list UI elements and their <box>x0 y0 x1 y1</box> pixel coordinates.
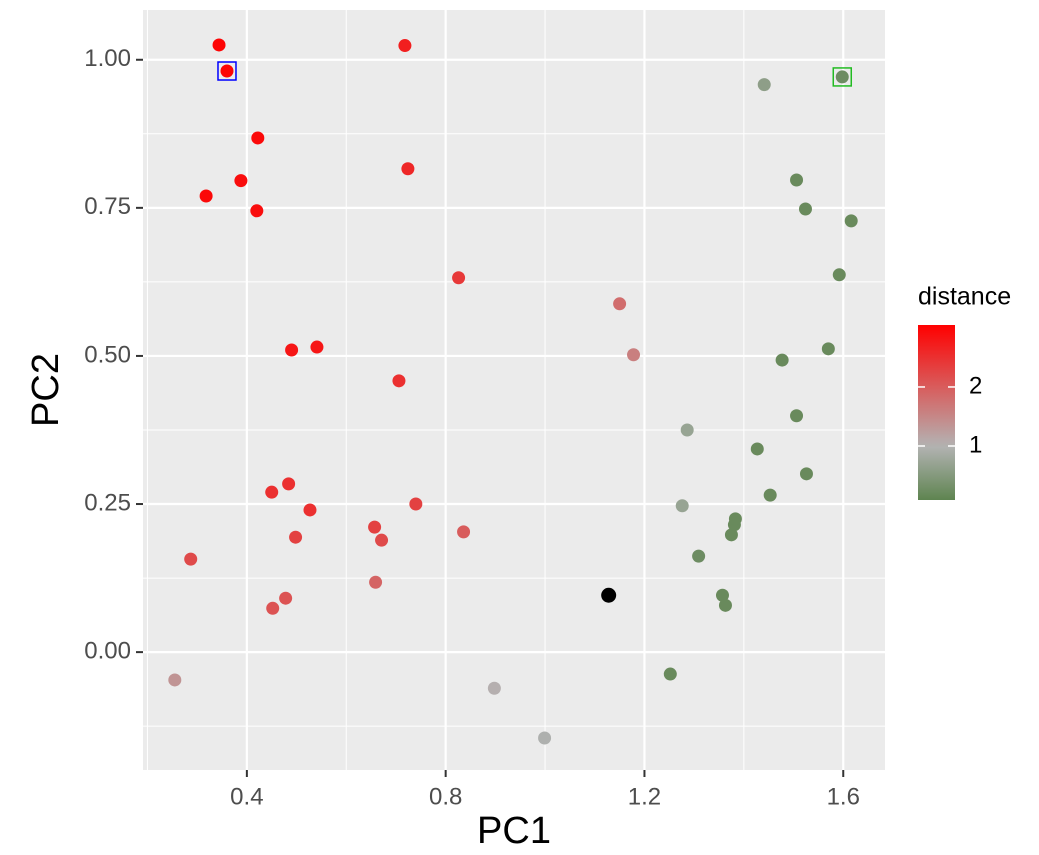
point <box>457 525 471 539</box>
point <box>680 423 694 437</box>
point <box>487 681 501 695</box>
point <box>303 503 317 517</box>
colorbar-label: 1 <box>969 431 982 458</box>
point <box>663 667 677 681</box>
point <box>279 591 293 605</box>
y-tick-label: 0.50 <box>84 341 131 368</box>
y-tick-label: 0.75 <box>84 193 131 220</box>
point <box>234 174 248 188</box>
x-axis-title: PC1 <box>477 810 551 852</box>
colorbar <box>918 325 955 500</box>
point <box>715 588 729 602</box>
point <box>692 549 706 563</box>
point <box>368 520 382 534</box>
point <box>409 497 423 511</box>
point <box>282 477 296 491</box>
highlight-box <box>217 61 237 81</box>
point <box>835 70 849 84</box>
point <box>763 488 777 502</box>
y-tick-label: 0.00 <box>84 637 131 664</box>
point <box>285 343 299 357</box>
point <box>184 552 198 566</box>
point <box>289 530 303 544</box>
point <box>799 467 813 481</box>
x-tick-label: 1.2 <box>628 783 661 810</box>
point <box>199 189 213 203</box>
point <box>844 214 858 228</box>
point <box>675 499 689 513</box>
y-axis-title: PC2 <box>25 353 67 427</box>
y-tick-label: 0.25 <box>84 489 131 516</box>
point <box>538 731 552 745</box>
point <box>613 297 627 311</box>
point <box>375 533 389 547</box>
point <box>798 202 812 216</box>
point <box>790 409 804 423</box>
point <box>398 39 412 53</box>
colorbar-label: 2 <box>969 372 982 399</box>
highlight-box <box>832 67 853 87</box>
y-tick-label: 1.00 <box>84 45 131 72</box>
point <box>212 38 226 52</box>
point <box>724 528 738 542</box>
point <box>821 342 835 356</box>
point <box>310 340 324 354</box>
reference-point <box>601 587 617 603</box>
point <box>452 271 466 285</box>
point <box>251 131 265 145</box>
legend-title: distance <box>918 283 1011 311</box>
point <box>168 673 182 687</box>
point <box>757 78 771 92</box>
point <box>832 268 846 282</box>
point <box>718 598 732 612</box>
x-tick-label: 0.8 <box>429 783 462 810</box>
point <box>750 442 764 456</box>
point <box>266 601 280 615</box>
point <box>392 374 406 388</box>
point <box>265 485 279 499</box>
point <box>369 575 383 589</box>
x-tick-label: 1.6 <box>827 783 860 810</box>
point <box>728 512 742 526</box>
point <box>790 173 804 187</box>
point <box>401 162 415 176</box>
point <box>250 204 264 218</box>
panel <box>143 10 885 770</box>
point <box>775 353 789 367</box>
x-tick-label: 0.4 <box>230 783 263 810</box>
point <box>220 64 234 78</box>
point <box>627 348 641 362</box>
